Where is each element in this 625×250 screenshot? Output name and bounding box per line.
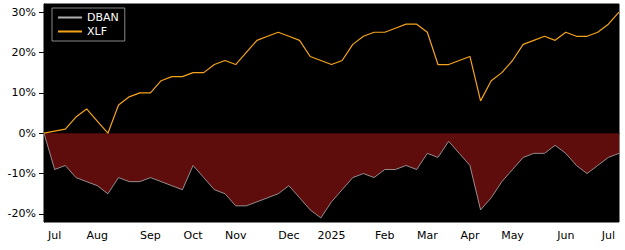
- svg-text:Apr: Apr: [460, 229, 480, 242]
- svg-text:-10%: -10%: [8, 167, 36, 180]
- svg-text:Sep: Sep: [140, 229, 161, 242]
- svg-text:2025: 2025: [318, 229, 346, 242]
- svg-text:May: May: [501, 229, 524, 242]
- svg-text:Jul: Jul: [47, 229, 61, 242]
- svg-text:Dec: Dec: [278, 229, 299, 242]
- svg-text:Jul: Jul: [601, 229, 615, 242]
- svg-text:Aug: Aug: [86, 229, 107, 242]
- svg-text:XLF: XLF: [87, 25, 107, 38]
- svg-text:Feb: Feb: [375, 229, 394, 242]
- svg-text:30%: 30%: [12, 6, 36, 19]
- svg-text:Nov: Nov: [225, 229, 247, 242]
- svg-text:-20%: -20%: [8, 207, 36, 220]
- svg-text:Oct: Oct: [184, 229, 204, 242]
- svg-text:10%: 10%: [12, 86, 36, 99]
- svg-text:0%: 0%: [19, 127, 36, 140]
- svg-text:DBAN: DBAN: [87, 11, 119, 24]
- svg-text:20%: 20%: [12, 46, 36, 59]
- svg-text:Jun: Jun: [556, 229, 574, 242]
- svg-text:Mar: Mar: [417, 229, 438, 242]
